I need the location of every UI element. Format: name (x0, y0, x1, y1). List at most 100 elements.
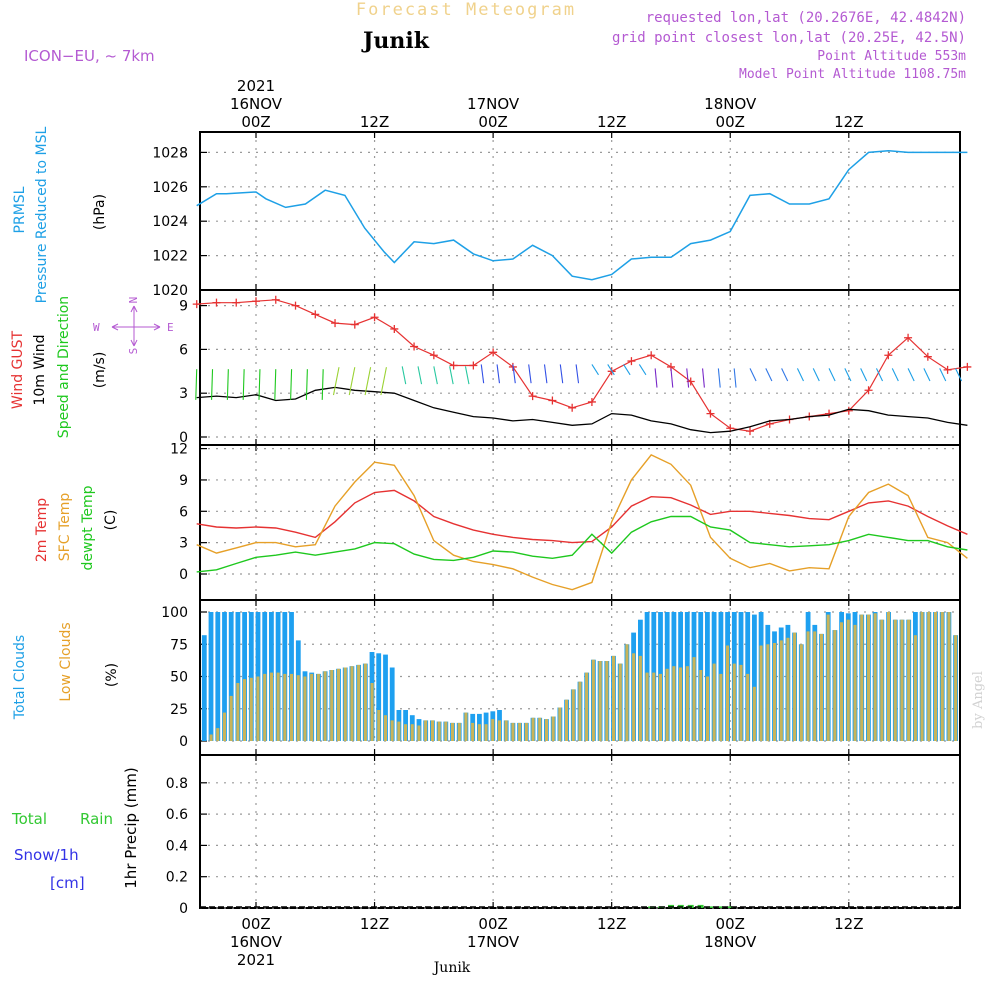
wind-direction-arrow-icon (348, 367, 356, 396)
precipitation-ytick-label: 0.8 (166, 776, 188, 792)
bottom-time-label: 00Z (478, 915, 507, 933)
wind-ytick-label: 9 (179, 299, 188, 315)
wind-direction-arrow-icon (290, 369, 293, 400)
gust-point (410, 342, 419, 351)
low-cloud-bar (290, 673, 294, 741)
gust-point (311, 310, 320, 319)
low-cloud-bar (477, 724, 481, 741)
temp-label-dewpt: dewpt Temp (80, 485, 96, 570)
total-cloud-bar (383, 654, 388, 741)
low-cloud-bar (853, 624, 857, 741)
low-cloud-bar (739, 664, 743, 741)
low-cloud-bar (618, 663, 622, 741)
wind-direction-arrow-icon (717, 368, 721, 388)
precip-label-total: Total (11, 810, 47, 828)
low-cloud-bar (746, 673, 750, 741)
total-cloud-bar (235, 612, 241, 741)
gust-point (647, 351, 656, 360)
wind-direction-arrow-icon (749, 368, 757, 382)
low-cloud-bar (538, 717, 542, 741)
wind-direction-arrow-icon (528, 364, 532, 384)
temp-series (196, 454, 968, 591)
low-cloud-bar (833, 630, 837, 741)
temp-sfc-line (196, 454, 968, 591)
low-cloud-bar (343, 667, 347, 741)
cloud-label-unit: (%) (104, 663, 120, 687)
total-cloud-bar (242, 612, 247, 741)
low-cloud-bar (370, 683, 374, 741)
pressure-label-unit: (hPa) (92, 194, 108, 230)
gust-point (489, 348, 498, 357)
wind-label-gust: Wind GUST (10, 330, 26, 409)
cloud-label-total: Total Clouds (12, 635, 28, 720)
compass-n: N (127, 297, 140, 304)
low-cloud-bar (491, 719, 495, 741)
bottom-date-label: 16NOV (230, 933, 283, 951)
low-cloud-bar (558, 707, 562, 741)
wind-direction-arrow-icon (417, 366, 423, 385)
low-cloud-bar (786, 637, 790, 741)
panel-precipitation: 0 0.2 0.4 0.6 0.8 (166, 754, 961, 917)
low-cloud-bar (672, 666, 676, 741)
low-cloud-bar (524, 722, 528, 741)
wind-direction-arrow-icon (543, 364, 548, 384)
wind-direction-arrow-icon (812, 368, 820, 382)
low-cloud-bar (779, 640, 783, 741)
low-cloud-bar (437, 721, 441, 741)
wind-direction-arrow-icon (480, 364, 485, 384)
gust-point (331, 319, 340, 328)
low-cloud-bar (934, 612, 938, 741)
precipitation-ytick-label: 0.2 (166, 870, 188, 886)
low-cloud-bar (719, 673, 723, 741)
low-cloud-bar (893, 619, 897, 741)
gust-line (196, 299, 968, 432)
gust-point (192, 300, 201, 309)
wind-direction-arrow-icon (242, 369, 245, 400)
low-cloud-bar (256, 676, 260, 741)
low-cloud-bar (263, 673, 267, 741)
wind-compass: W E N S (93, 297, 174, 355)
low-cloud-bar (424, 720, 428, 741)
low-cloud-bar (658, 673, 662, 741)
gust-point (627, 357, 636, 366)
low-cloud-bar (404, 724, 408, 741)
gust-point (469, 361, 478, 370)
bottom-year-label: 2021 (237, 951, 275, 969)
temperature-ytick-label: 9 (179, 473, 188, 489)
wind-direction-arrow-icon (305, 369, 308, 400)
gust-point (864, 386, 873, 395)
location-title: Junik (361, 28, 430, 54)
temperature-ytick-label: 0 (179, 567, 188, 583)
wind-direction-arrow-icon (211, 369, 214, 400)
low-cloud-bar (209, 734, 213, 741)
low-cloud-bar (638, 655, 642, 741)
total-cloud-bar (201, 635, 207, 741)
low-cloud-bar (705, 676, 709, 741)
wind-direction-arrow-icon (464, 366, 470, 385)
wind-label-speed: Speed and Direction (56, 296, 72, 438)
pressure-labels: PRMSL Pressure Reduced to MSL (hPa) (12, 126, 108, 303)
wind-direction-arrow-icon (607, 364, 615, 376)
gust-point (212, 298, 221, 307)
gust-point (923, 352, 932, 361)
temp-dewpt-line (196, 515, 968, 573)
low-cloud-bar (565, 699, 569, 741)
low-cloud-bar (598, 661, 602, 741)
wind-direction-arrow-icon (274, 369, 277, 400)
bottom-date-label: 18NOV (704, 933, 757, 951)
low-cloud-bar (296, 675, 300, 741)
gust-point (904, 333, 913, 342)
wind-ytick-label: 3 (179, 386, 188, 402)
bottom-date-label: 17NOV (467, 933, 520, 951)
pressure-ytick-label: 1022 (152, 249, 188, 265)
low-cloud-bar (229, 695, 233, 741)
gust-point (943, 365, 952, 374)
wind-direction-arrow-icon (781, 368, 789, 382)
temp-label-2m: 2m Temp (34, 498, 50, 562)
precipitation-ytick-label: 0 (179, 901, 188, 917)
bottom-time-label: 12Z (834, 915, 863, 933)
low-cloud-bar (303, 676, 307, 741)
clouds-ytick-label: 50 (170, 670, 188, 686)
total-cloud-bar (376, 653, 382, 741)
